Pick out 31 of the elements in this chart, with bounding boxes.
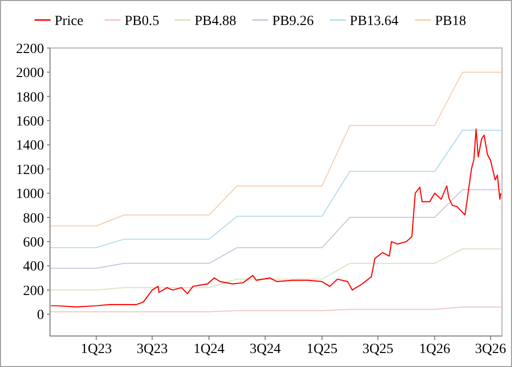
y-tick-label: 1600 xyxy=(16,114,44,130)
x-tick-label: 1Q24 xyxy=(193,342,225,357)
x-tick-label: 1Q26 xyxy=(419,342,450,357)
y-tick-label: 400 xyxy=(23,260,44,275)
legend-label: PB0.5 xyxy=(124,14,160,29)
y-tick-label: 1000 xyxy=(16,187,44,202)
legend-label: PB4.88 xyxy=(194,14,236,29)
legend-label: PB18 xyxy=(435,14,466,29)
line-series xyxy=(50,189,502,269)
line-series xyxy=(50,130,502,248)
y-tick-label: 800 xyxy=(23,211,44,226)
line-series xyxy=(50,248,502,291)
x-tick-label: 3Q26 xyxy=(475,342,506,357)
y-tick-label: 200 xyxy=(23,284,44,299)
legend-label: PB13.64 xyxy=(350,14,398,29)
legend-label: Price xyxy=(54,14,84,29)
line-series xyxy=(50,72,502,226)
x-tick-label: 3Q23 xyxy=(136,342,168,357)
y-tick-label: 0 xyxy=(37,308,44,324)
y-tick-label: 2000 xyxy=(16,66,44,82)
y-tick-label: 600 xyxy=(23,236,44,251)
y-tick-label: 1800 xyxy=(16,90,44,106)
line-series xyxy=(50,128,502,308)
legend-label: PB9.26 xyxy=(272,14,314,29)
x-tick-label: 1Q25 xyxy=(306,342,338,357)
y-tick-label: 1400 xyxy=(16,138,44,154)
x-tick-label: 1Q23 xyxy=(80,342,112,357)
x-tick-label: 3Q25 xyxy=(362,342,394,357)
y-tick-label: 2200 xyxy=(16,42,44,57)
y-tick-label: 1200 xyxy=(16,162,44,178)
x-tick-label: 3Q24 xyxy=(250,342,281,357)
